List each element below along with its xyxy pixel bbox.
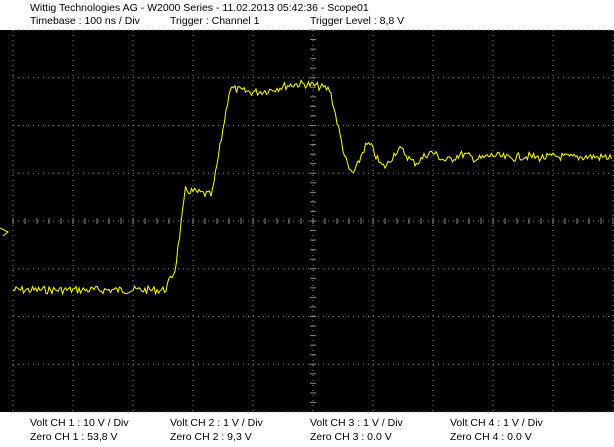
timebase: Timebase : 100 ns / Div (30, 15, 141, 27)
trigger-level: Trigger Level : 8,8 V (310, 15, 404, 27)
channel-volt: Volt CH 4 : 1 V / Div (450, 417, 544, 429)
channel-zero: Zero CH 1 : 53,8 V (30, 431, 118, 443)
channel-volt: Volt CH 2 : 1 V / Div (170, 417, 264, 429)
channel-volt: Volt CH 3 : 1 V / Div (310, 417, 404, 429)
channel-zero: Zero CH 2 : 9,3 V (170, 431, 252, 443)
channel-zero: Zero CH 4 : 0.0 V (450, 431, 532, 443)
waveform (12, 79, 612, 296)
channel-zero: Zero CH 3 : 0.0 V (310, 431, 392, 443)
channel-volt: Volt CH 1 : 10 V / Div (30, 417, 129, 429)
trigger-marker (0, 227, 9, 237)
screen (0, 30, 614, 412)
grid (12, 29, 614, 413)
trigger: Trigger : Channel 1 (170, 15, 260, 27)
title: Wittig Technologies AG - W2000 Series - … (30, 2, 369, 14)
